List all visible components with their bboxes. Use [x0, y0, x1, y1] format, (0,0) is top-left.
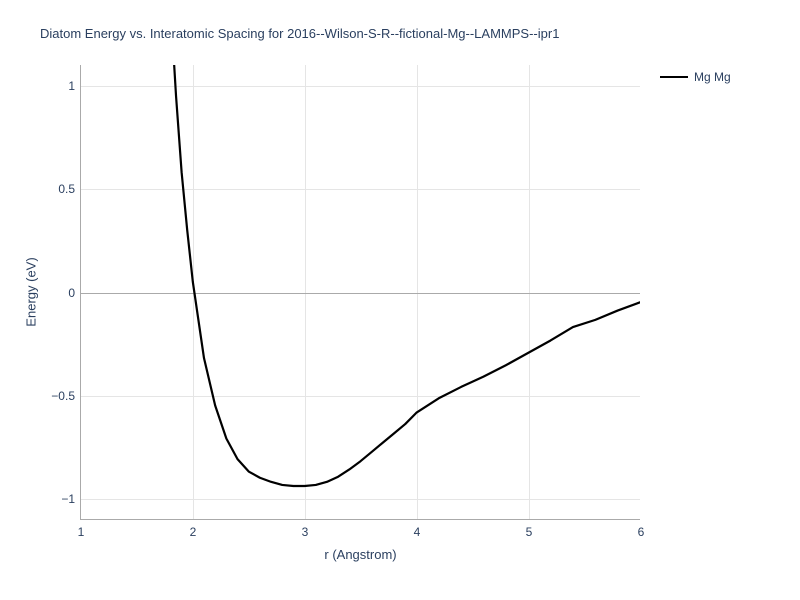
x-tick-label: 4 [414, 525, 421, 539]
x-tick-label: 5 [526, 525, 533, 539]
y-tick-label: −0.5 [51, 389, 75, 403]
y-tick-label: 1 [68, 79, 75, 93]
x-tick-label: 2 [190, 525, 197, 539]
y-tick-label: −1 [61, 492, 75, 506]
y-tick-label: 0.5 [58, 182, 75, 196]
legend: Mg Mg [660, 70, 731, 84]
x-tick-label: 1 [78, 525, 85, 539]
legend-label: Mg Mg [694, 70, 731, 84]
y-axis-label: Energy (eV) [24, 257, 39, 326]
x-axis-label: r (Angstrom) [324, 547, 396, 562]
x-tick-label: 3 [302, 525, 309, 539]
legend-item: Mg Mg [660, 70, 731, 84]
y-tick-label: 0 [68, 286, 75, 300]
line-series [81, 65, 640, 519]
series-line [159, 0, 640, 486]
plot-area: r (Angstrom) Energy (eV) 123456−1−0.500.… [80, 65, 640, 520]
legend-swatch [660, 76, 688, 78]
x-tick-label: 6 [638, 525, 645, 539]
chart-title: Diatom Energy vs. Interatomic Spacing fo… [40, 26, 559, 41]
